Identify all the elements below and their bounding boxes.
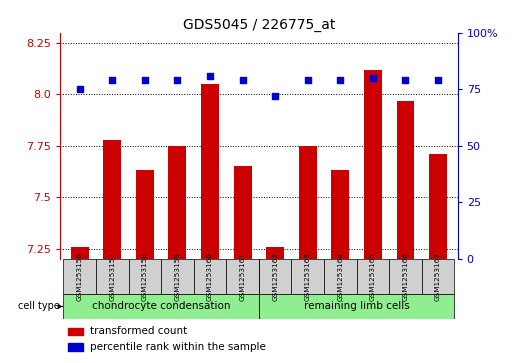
Point: [173, 77, 181, 83]
Point: [206, 73, 214, 78]
Bar: [201, 84, 219, 259]
Bar: [136, 171, 154, 259]
Bar: [71, 246, 89, 259]
Point: [434, 77, 442, 83]
Text: GSM1253161: GSM1253161: [240, 252, 246, 301]
Bar: [324, 259, 357, 294]
Bar: [161, 259, 194, 294]
Text: GSM1253157: GSM1253157: [109, 252, 115, 301]
Point: [303, 77, 312, 83]
Point: [369, 75, 377, 81]
Text: GSM1253167: GSM1253167: [435, 252, 441, 301]
Bar: [96, 259, 129, 294]
Point: [401, 77, 410, 83]
Text: GSM1253156: GSM1253156: [77, 252, 83, 301]
Bar: [332, 171, 349, 259]
Text: GSM1253165: GSM1253165: [370, 252, 376, 301]
Text: percentile rank within the sample: percentile rank within the sample: [90, 342, 266, 352]
Text: GSM1253163: GSM1253163: [305, 252, 311, 301]
Bar: [168, 146, 186, 259]
Bar: [299, 146, 317, 259]
Text: GSM1253166: GSM1253166: [403, 252, 408, 301]
Bar: [259, 294, 454, 319]
Bar: [226, 259, 259, 294]
Bar: [429, 154, 447, 259]
Title: GDS5045 / 226775_at: GDS5045 / 226775_at: [183, 18, 335, 32]
Bar: [63, 294, 259, 319]
Text: remaining limb cells: remaining limb cells: [304, 302, 410, 311]
Bar: [194, 259, 226, 294]
Text: transformed count: transformed count: [90, 326, 187, 337]
Point: [271, 93, 279, 99]
Text: GSM1253159: GSM1253159: [175, 252, 180, 301]
Bar: [259, 259, 291, 294]
Point: [141, 77, 149, 83]
Point: [75, 86, 84, 92]
Bar: [396, 101, 414, 259]
Bar: [291, 259, 324, 294]
Bar: [364, 70, 382, 259]
Bar: [266, 246, 284, 259]
Text: chondrocyte condensation: chondrocyte condensation: [92, 302, 231, 311]
Bar: [63, 259, 96, 294]
Text: GSM1253162: GSM1253162: [272, 252, 278, 301]
Bar: [422, 259, 454, 294]
Bar: [68, 343, 83, 351]
Bar: [357, 259, 389, 294]
Bar: [389, 259, 422, 294]
Point: [108, 77, 117, 83]
Text: cell type: cell type: [18, 302, 60, 311]
Point: [336, 77, 345, 83]
Point: [238, 77, 247, 83]
Bar: [129, 259, 161, 294]
Text: GSM1253158: GSM1253158: [142, 252, 148, 301]
Text: GSM1253160: GSM1253160: [207, 252, 213, 301]
Bar: [234, 166, 252, 259]
Bar: [104, 140, 121, 259]
Text: GSM1253164: GSM1253164: [337, 252, 343, 301]
Bar: [68, 327, 83, 335]
